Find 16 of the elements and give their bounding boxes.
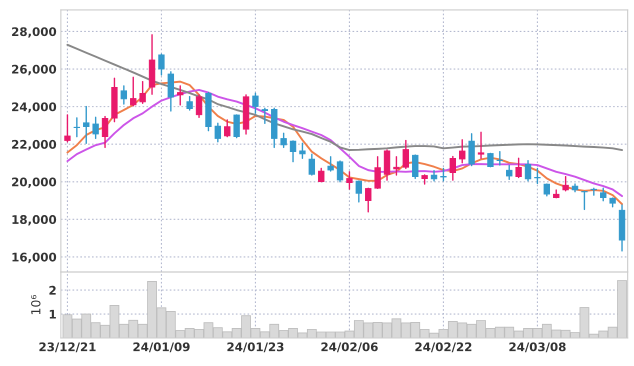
x-tick-label: 24/03/08 [509, 342, 566, 352]
y-tick-label: 24,000 [12, 102, 56, 113]
x-tick-label: 24/02/06 [321, 342, 378, 352]
x-tick-label: 24/01/09 [133, 342, 190, 352]
x-tick-label: 24/01/23 [227, 342, 284, 352]
y-tick-label: 22,000 [12, 140, 56, 150]
y-tick-label: 16,000 [12, 252, 56, 264]
y-tick-label: 2 [49, 286, 56, 295]
y-tick-label: 20,000 [12, 177, 56, 188]
x-tick-label: 24/02/22 [415, 342, 472, 352]
y-tick-label: 18,000 [12, 215, 56, 226]
y-axis-title: 10⁶ [31, 295, 41, 314]
y-tick-label: 1 [50, 310, 56, 319]
y-tick-label: 26,000 [12, 64, 56, 76]
y-tick-label: 28,000 [12, 27, 56, 38]
x-tick-label: 23/12/21 [39, 342, 96, 352]
